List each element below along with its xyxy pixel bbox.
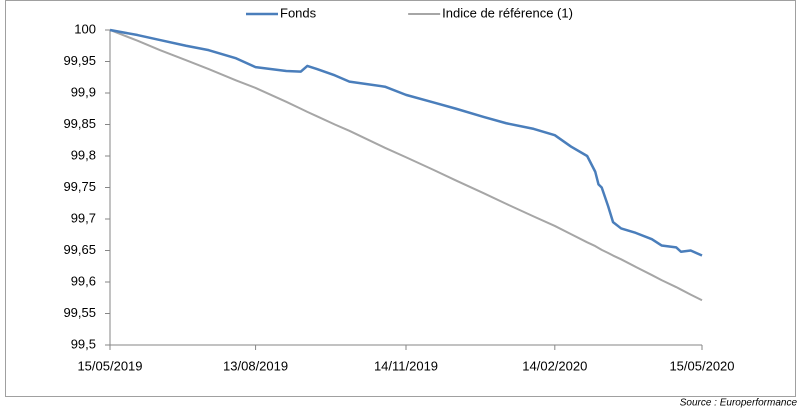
y-tick-label: 99,95	[63, 53, 96, 68]
y-tick-label: 99,65	[63, 242, 96, 257]
chart-border	[5, 0, 796, 397]
x-tick-label: 13/08/2019	[223, 358, 288, 373]
y-tick-label: 99,5	[71, 336, 96, 351]
source-note: Source : Europerformance	[680, 398, 798, 409]
y-tick-label: 99,7	[71, 210, 96, 225]
x-tick-label: 14/11/2019	[374, 358, 438, 373]
y-tick-label: 99,55	[63, 305, 96, 320]
legend-label: Fonds	[280, 5, 317, 20]
x-tick-label: 15/05/2020	[669, 358, 734, 373]
y-tick-label: 99,9	[71, 84, 96, 99]
series-line	[109, 29, 703, 302]
y-tick-label: 99,6	[71, 273, 96, 288]
y-tick-label: 99,8	[71, 147, 96, 162]
x-tick-label: 14/02/2020	[522, 358, 587, 373]
legend-label: Indice de référence (1)	[442, 5, 573, 20]
y-tick-label: 99,75	[63, 179, 96, 194]
y-tick-label: 99,85	[63, 116, 96, 131]
y-tick-label: 100	[74, 21, 96, 36]
series-line	[109, 28, 703, 257]
x-tick-label: 15/05/2019	[77, 358, 142, 373]
